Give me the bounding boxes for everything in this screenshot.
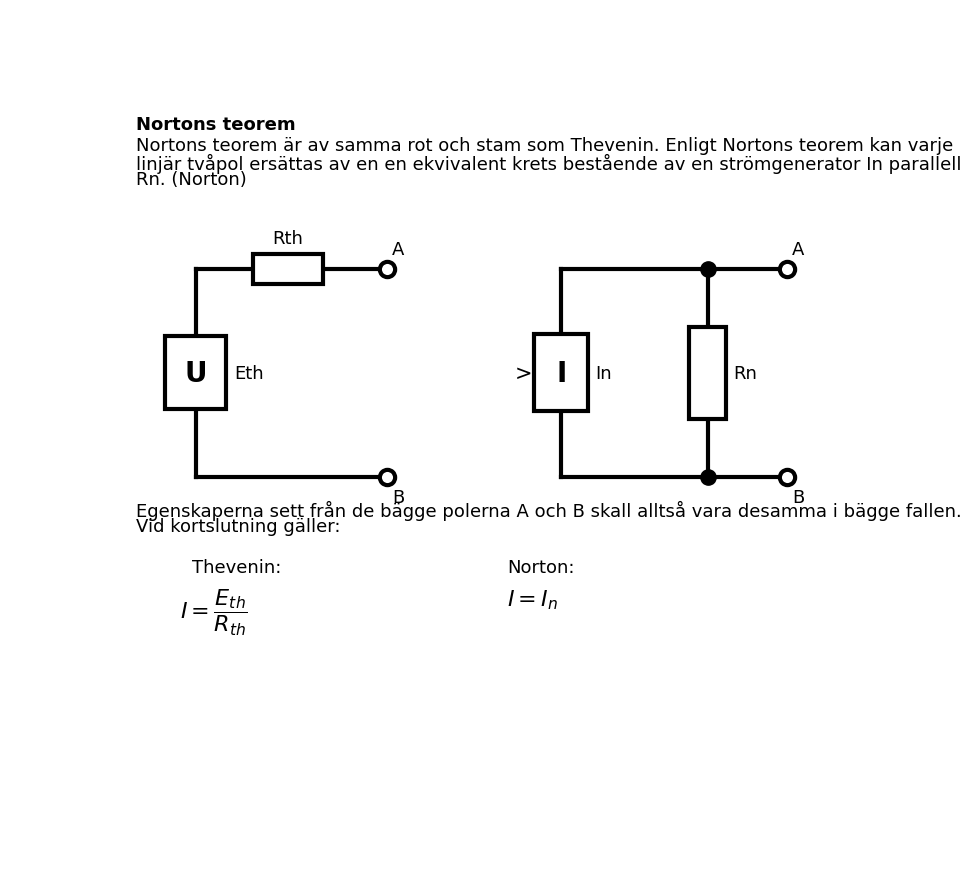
Text: I: I — [556, 360, 566, 388]
Text: A: A — [392, 241, 404, 259]
Text: B: B — [792, 488, 804, 506]
Text: Rn. (Norton): Rn. (Norton) — [136, 170, 247, 189]
Text: Rn: Rn — [733, 364, 756, 382]
Text: A: A — [792, 241, 804, 259]
FancyBboxPatch shape — [535, 335, 588, 412]
Text: Egenskaperna sett från de bägge polerna A och B skall alltså vara desamma i bägg: Egenskaperna sett från de bägge polerna … — [136, 501, 960, 521]
Text: Nortons teorem: Nortons teorem — [136, 116, 296, 134]
Text: $I = \dfrac{E_{th}}{R_{th}}$: $I = \dfrac{E_{th}}{R_{th}}$ — [180, 587, 248, 637]
Text: U: U — [184, 360, 206, 388]
Text: Vid kortslutning gäller:: Vid kortslutning gäller: — [136, 517, 341, 535]
Text: Nortons teorem är av samma rot och stam som Thevenin. Enligt Nortons teorem kan : Nortons teorem är av samma rot och stam … — [136, 136, 960, 155]
Text: In: In — [595, 364, 612, 382]
FancyBboxPatch shape — [689, 328, 726, 420]
FancyBboxPatch shape — [165, 337, 227, 410]
Text: >: > — [515, 363, 532, 383]
Text: $I = I_n$: $I = I_n$ — [508, 587, 559, 611]
FancyBboxPatch shape — [253, 255, 323, 284]
Text: Eth: Eth — [234, 364, 264, 382]
Text: Rth: Rth — [273, 230, 303, 249]
Text: Norton:: Norton: — [508, 559, 575, 577]
Text: linjär tvåpol ersättas av en en ekvivalent krets bestående av en strömgenerator : linjär tvåpol ersättas av en en ekvivale… — [136, 154, 960, 174]
Text: B: B — [392, 488, 404, 506]
Text: Thevenin:: Thevenin: — [192, 559, 281, 577]
